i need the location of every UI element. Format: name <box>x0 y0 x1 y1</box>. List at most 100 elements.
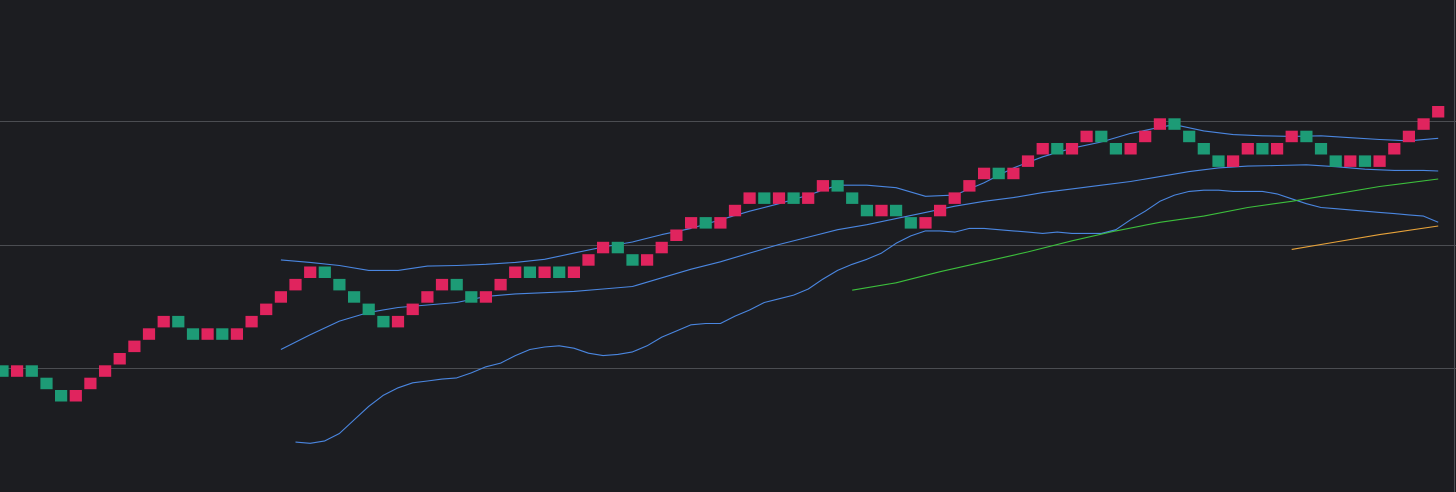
renko-brick-down <box>1007 167 1020 180</box>
renko-brick-down <box>509 266 522 278</box>
renko-brick-down <box>567 266 580 278</box>
renko-brick-up <box>904 217 917 229</box>
renko-brick-down <box>128 340 141 353</box>
renko-brick-down <box>230 328 243 340</box>
renko-brick-up <box>40 377 53 390</box>
renko-brick-down <box>714 217 727 229</box>
renko-brick-down <box>260 303 273 316</box>
renko-brick-down <box>934 204 947 217</box>
renko-brick-down <box>69 390 82 402</box>
moving-average-green-line <box>852 178 1439 291</box>
renko-brick-down <box>1139 130 1152 143</box>
renko-brick-down <box>1124 143 1137 155</box>
renko-brick-up <box>318 266 331 278</box>
renko-brick-down <box>1344 155 1357 167</box>
renko-brick-up <box>362 303 375 316</box>
renko-brick-down <box>1065 143 1079 155</box>
renko-brick-down <box>875 204 888 217</box>
renko-brick-up <box>377 315 390 328</box>
renko-brick-down <box>435 278 449 291</box>
renko-brick-down <box>802 192 815 204</box>
renko-brick-down <box>1021 155 1035 167</box>
bollinger-lower-line <box>295 189 1439 444</box>
renko-brick-down <box>113 353 126 365</box>
renko-brick-down <box>1227 155 1240 167</box>
renko-brick-down <box>11 365 24 377</box>
renko-brick-down <box>655 241 668 254</box>
moving-average-orange-line <box>1291 225 1439 250</box>
renko-brick-down <box>1388 143 1401 155</box>
renko-brick-down <box>538 266 551 278</box>
renko-brick-down <box>391 315 405 328</box>
renko-brick-down <box>99 365 112 377</box>
renko-brick-down <box>685 217 698 229</box>
renko-brick-down <box>670 229 683 241</box>
renko-brick-up <box>1358 155 1372 167</box>
renko-brick-up <box>216 328 229 340</box>
bollinger-upper-line <box>280 124 1439 271</box>
renko-brick-down <box>1080 130 1093 143</box>
renko-brick-up <box>699 217 712 229</box>
renko-brick-down <box>1036 143 1049 155</box>
renko-brick-up <box>348 291 361 303</box>
renko-brick-down <box>978 167 991 180</box>
renko-brick-up <box>992 167 1005 180</box>
renko-brick-down <box>201 328 214 340</box>
renko-brick-down <box>582 254 595 266</box>
renko-brick-up <box>1051 143 1064 155</box>
renko-brick-up <box>523 266 536 278</box>
renko-brick-down <box>289 278 302 291</box>
renko-brick-down <box>274 291 287 303</box>
renko-brick-up <box>465 291 478 303</box>
renko-brick-up <box>758 192 771 204</box>
bollinger-middle-line <box>280 164 1439 350</box>
renko-brick-up <box>1168 118 1181 130</box>
renko-brick-up <box>0 365 9 377</box>
renko-brick-up <box>626 254 639 266</box>
renko-brick-up <box>1197 143 1210 155</box>
renko-brick-up <box>186 328 200 340</box>
renko-brick-down <box>1432 106 1445 118</box>
renko-brick-down <box>816 180 829 192</box>
renko-brick-up <box>1300 130 1313 143</box>
renko-brick-up <box>55 390 68 402</box>
renko-brick-up <box>333 278 346 291</box>
renko-brick-up <box>1183 130 1196 143</box>
renko-brick-down <box>142 328 156 340</box>
renko-brick-up <box>846 192 859 204</box>
renko-brick-up <box>831 180 844 192</box>
renko-brick-up <box>25 365 38 377</box>
renko-brick-down <box>772 192 786 204</box>
renko-brick-down <box>948 192 961 204</box>
renko-brick-down <box>728 204 742 217</box>
renko-brick-down <box>1373 155 1386 167</box>
renko-brick-down <box>963 180 976 192</box>
renko-brick-up <box>890 204 903 217</box>
renko-brick-down <box>479 291 492 303</box>
renko-brick-down <box>304 266 317 278</box>
renko-brick-down <box>84 377 97 390</box>
renko-brick-down <box>421 291 434 303</box>
renko-brick-down <box>1271 143 1284 155</box>
renko-brick-down <box>919 217 932 229</box>
renko-brick-up <box>860 204 873 217</box>
renko-brick-up <box>172 315 185 328</box>
renko-brick-up <box>1314 143 1328 155</box>
renko-brick-down <box>1153 118 1166 130</box>
renko-bricks <box>0 106 1445 402</box>
renko-brick-down <box>1285 130 1298 143</box>
renko-brick-down <box>597 241 610 254</box>
renko-brick-down <box>641 254 654 266</box>
renko-brick-down <box>1402 130 1415 143</box>
renko-brick-down <box>157 315 170 328</box>
renko-brick-down <box>494 278 507 291</box>
renko-brick-down <box>1241 143 1254 155</box>
renko-brick-up <box>1109 143 1122 155</box>
renko-brick-up <box>553 266 566 278</box>
renko-brick-up <box>1256 143 1269 155</box>
renko-brick-up <box>787 192 800 204</box>
renko-brick-up <box>611 241 624 254</box>
renko-brick-down <box>245 315 258 328</box>
